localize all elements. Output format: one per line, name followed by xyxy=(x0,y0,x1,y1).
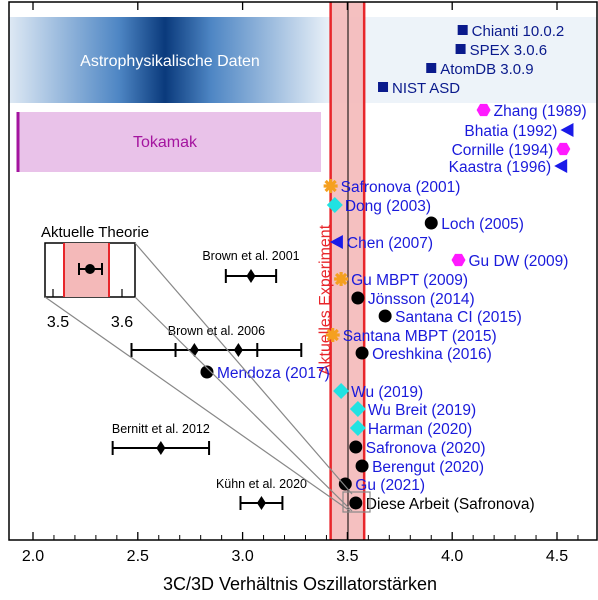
theory-label-gu-dw-2009: Gu DW (2009) xyxy=(468,253,568,270)
database-point-chianti-10-0-2 xyxy=(457,25,468,35)
inset-tick-label-3-6: 3.6 xyxy=(111,314,133,331)
inset-connector-upper xyxy=(134,242,353,495)
x-tick-label: 3.0 xyxy=(231,548,253,565)
x-axis: 2.0 2.5 3.0 3.5 4.0 4.5 xyxy=(22,2,579,565)
theory-label-berengut-2020: Berengut (2020) xyxy=(372,459,484,476)
labels-layer: Chianti 10.0.2 SPEX 3.0.6 AtomDB 3.0.9 NIST… xyxy=(217,23,587,513)
theory-point-dong-2003 xyxy=(326,197,343,213)
theory-label-cornille-1994: Cornille (1994) xyxy=(452,142,554,159)
inset-point xyxy=(85,264,95,274)
experiment-point-brown-et-al-2006 xyxy=(233,343,243,357)
theory-point-gu-mbpt-2009 xyxy=(334,272,349,286)
astrophysical-band xyxy=(9,17,330,103)
theory-point-wu-2019 xyxy=(333,383,350,399)
theory-label-santana-mbpt-2015: Santana MBPT (2015) xyxy=(343,328,497,345)
experiments-layer: Brown et al. 2001 Brown et al. 2006 Bernit… xyxy=(111,249,307,510)
theory-point-zhang-1989 xyxy=(476,103,491,117)
astrophysical-band-label: Astrophysikalische Daten xyxy=(80,53,260,70)
theory-label-wu-2019: Wu (2019) xyxy=(351,384,423,401)
points-layer xyxy=(200,25,574,510)
experiment-label-k-hn-et-al-2020: Kühn et al. 2020 xyxy=(216,477,307,491)
theory-label-bhatia-1992: Bhatia (1992) xyxy=(464,123,557,140)
theory-point-santana-mbpt-2015 xyxy=(325,328,340,342)
theory-point-harman-2020 xyxy=(349,420,366,436)
theory-point-berengut-2020 xyxy=(355,459,369,473)
theory-label-safronova-2020: Safronova (2020) xyxy=(366,440,486,457)
x-tick-label: 2.5 xyxy=(127,548,149,565)
theory-point-chen-2007 xyxy=(329,235,343,249)
theory-label-oreshkina-2016: Oreshkina (2016) xyxy=(372,346,492,363)
theory-label-gu-2021: Gu (2021) xyxy=(355,477,425,494)
database-point-nist-asd xyxy=(378,82,389,92)
theory-point-gu-dw-2009 xyxy=(451,253,466,267)
experiment-band xyxy=(330,2,365,540)
theory-label-zhang-1989: Zhang (1989) xyxy=(494,103,587,120)
theory-point-loch-2005 xyxy=(424,216,438,230)
theory-label-chen-2007: Chen (2007) xyxy=(347,235,433,252)
theory-point-oreshkina-2016 xyxy=(355,346,369,360)
inset-connector-lower xyxy=(134,296,353,512)
inset-connector-bottom xyxy=(44,296,351,512)
theory-point-cornille-1994 xyxy=(556,142,571,156)
experiment-label-bernitt-et-al-2012: Bernitt et al. 2012 xyxy=(112,422,210,436)
x-axis-title: 3C/3D Verhältnis Oszillatorstärken xyxy=(163,574,437,594)
inset-title: Aktuelle Theorie xyxy=(41,224,149,241)
theory-point-mendoza-2017 xyxy=(200,365,214,379)
theory-point-gu-2021 xyxy=(338,477,352,491)
experiment-point-brown-et-al-2001 xyxy=(246,269,256,283)
theory-point-j-nsson-2014 xyxy=(351,291,365,305)
theory-point-safronova-2001 xyxy=(323,179,338,193)
theory-label-gu-mbpt-2009: Gu MBPT (2009) xyxy=(351,272,468,289)
theory-label-kaastra-1996: Kaastra (1996) xyxy=(449,159,552,176)
plot-frame xyxy=(8,1,598,541)
theory-label-loch-2005: Loch (2005) xyxy=(441,216,524,233)
theory-label-j-nsson-2014: Jönsson (2014) xyxy=(368,291,475,308)
tokamak-band-label: Tokamak xyxy=(133,134,198,151)
database-label-spex-3-0-6: SPEX 3.0.6 xyxy=(470,42,548,59)
experiment-point-bernitt-et-al-2012 xyxy=(156,441,166,455)
experiment-label-brown-et-al-2006: Brown et al. 2006 xyxy=(168,324,265,338)
database-label-atomdb-3-0-9: AtomDB 3.0.9 xyxy=(440,61,533,78)
tokamak-band xyxy=(18,112,321,172)
experiment-label-brown-et-al-2001: Brown et al. 2001 xyxy=(202,249,299,263)
database-point-spex-3-0-6 xyxy=(455,44,466,54)
theory-label-wu-breit-2019: Wu Breit (2019) xyxy=(368,402,476,419)
x-tick-label: 2.0 xyxy=(22,548,44,565)
database-point-atomdb-3-0-9 xyxy=(426,63,437,73)
theory-label-diese-arbeit-safronova: Diese Arbeit (Safronova) xyxy=(366,496,535,513)
theory-label-mendoza-2017: Mendoza (2017) xyxy=(217,365,330,382)
database-label-chianti-10-0-2: Chianti 10.0.2 xyxy=(472,23,565,40)
theory-label-harman-2020: Harman (2020) xyxy=(368,421,472,438)
experiment-point-k-hn-et-al-2020 xyxy=(256,496,266,510)
theory-point-kaastra-1996 xyxy=(554,159,568,173)
theory-point-wu-breit-2019 xyxy=(349,401,366,417)
inset: Aktuelle Theorie 3.5 3.6 xyxy=(41,224,371,513)
theory-label-dong-2003: Dong (2003) xyxy=(345,198,431,215)
theory-point-bhatia-1992 xyxy=(560,123,574,137)
inset-zoom-region xyxy=(342,491,371,513)
inset-tick-label-3-5: 3.5 xyxy=(47,314,69,331)
database-label-nist-asd: NIST ASD xyxy=(392,80,460,97)
theory-label-santana-ci-2015: Santana CI (2015) xyxy=(395,309,522,326)
theory-label-safronova-2001: Safronova (2001) xyxy=(341,179,461,196)
x-tick-label: 4.0 xyxy=(441,548,463,565)
theory-point-santana-ci-2015 xyxy=(378,309,392,323)
theory-point-diese-arbeit-safronova xyxy=(349,496,363,510)
x-tick-label: 4.5 xyxy=(546,548,568,565)
theory-point-safronova-2020 xyxy=(349,440,363,454)
plot-area: Astrophysikalische Daten Tokamak Aktuell… xyxy=(9,2,597,540)
x-tick-label: 3.5 xyxy=(336,548,358,565)
experiment-band-label: Aktuelles Experiment xyxy=(317,224,334,375)
